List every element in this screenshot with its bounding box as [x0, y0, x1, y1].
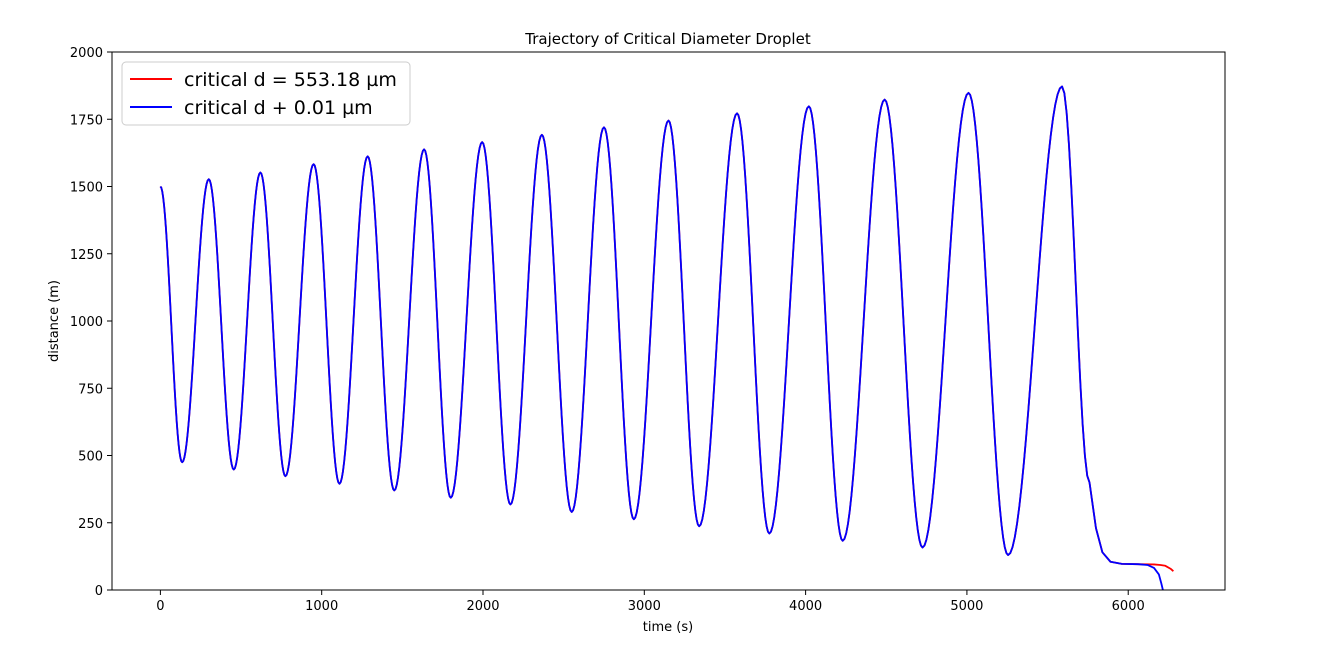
x-tick-label: 4000 — [789, 599, 822, 614]
y-tick-label: 250 — [78, 517, 103, 532]
y-tick-label: 750 — [78, 382, 103, 397]
x-tick-label: 3000 — [628, 599, 661, 614]
legend-frame — [121, 61, 411, 126]
series-lines — [159, 85, 1174, 590]
axes: 0 1000 2000 3000 4000 5000 6000 0 250 500 750 1000 1… — [70, 46, 1226, 614]
y-tick-label: 1750 — [70, 113, 103, 128]
y-axis-label: distance (m) — [47, 280, 62, 362]
legend-label-1: critical d = 553.18 µm — [184, 69, 397, 91]
y-tick-label: 0 — [95, 584, 103, 599]
y-tick-label: 1000 — [70, 315, 103, 330]
x-axis-label: time (s) — [643, 620, 693, 635]
legend-label-2: critical d + 0.01 µm — [184, 97, 373, 119]
x-tick-label: 1000 — [305, 599, 338, 614]
x-tick-label: 5000 — [950, 599, 983, 614]
chart-title: Trajectory of Critical Diameter Droplet — [524, 30, 811, 48]
x-tick-label: 6000 — [1112, 599, 1145, 614]
series-line-2 — [159, 85, 1164, 590]
y-tick-label: 1500 — [70, 181, 103, 196]
y-tick-label: 1250 — [70, 248, 103, 263]
x-tick-label: 2000 — [466, 599, 499, 614]
y-tick-label: 500 — [78, 450, 103, 465]
x-tick-label: 0 — [156, 599, 164, 614]
plot-area — [159, 85, 1174, 590]
legend: critical d = 553.18 µm critical d + 0.01 … — [121, 61, 411, 126]
y-tick-label: 2000 — [70, 46, 103, 61]
